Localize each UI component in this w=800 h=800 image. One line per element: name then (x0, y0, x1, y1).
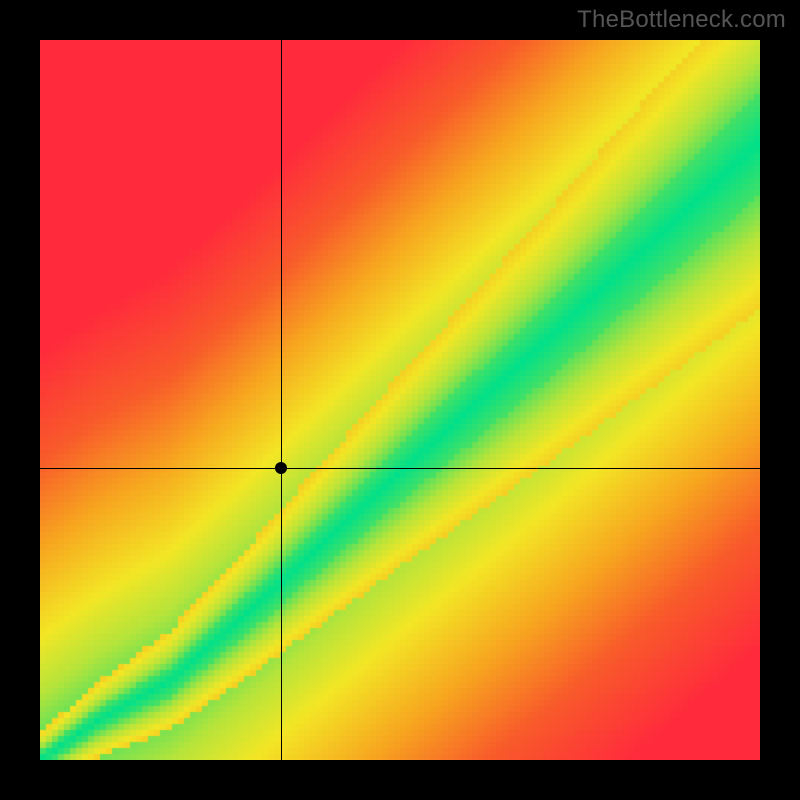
heatmap-canvas (40, 40, 760, 760)
heatmap-plot (40, 40, 760, 760)
chart-frame: TheBottleneck.com (0, 0, 800, 800)
watermark-text: TheBottleneck.com (577, 6, 786, 34)
